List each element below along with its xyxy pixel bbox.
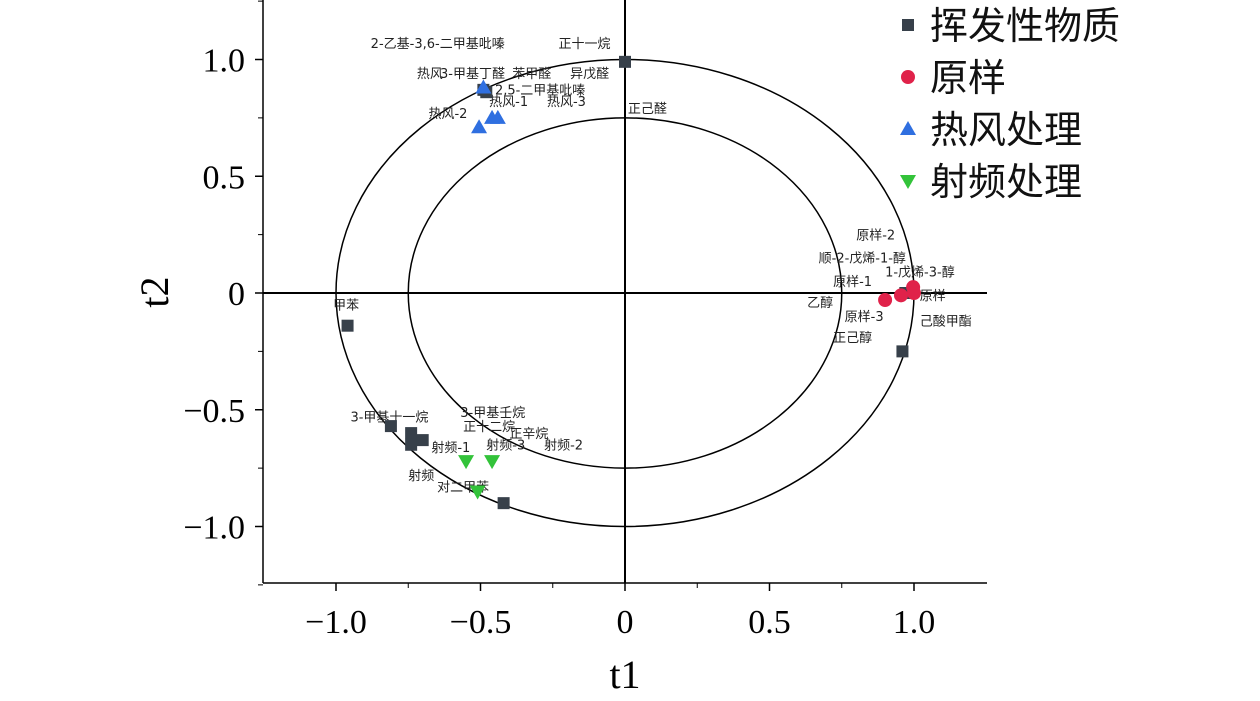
y-axis-label: t2 bbox=[132, 276, 177, 307]
point-annotation: 3-甲基十一烷 bbox=[350, 410, 428, 425]
point-annotation: 3-甲基壬烷 bbox=[460, 406, 525, 421]
point-annotation: 射频 bbox=[408, 468, 434, 484]
point-annotation: 正十二烷 bbox=[463, 420, 515, 435]
point-circle bbox=[907, 286, 921, 300]
legend-label: 射频处理 bbox=[930, 160, 1082, 204]
point-annotation: 顺-2-戊烯-1-醇 bbox=[819, 251, 906, 267]
tick-labels: −1.0 −0.5 0 0.5 1.0 −1.0 −0.5 0 0.5 1.0 bbox=[183, 0, 936, 641]
point-square bbox=[619, 55, 631, 68]
point-annotation: 异戊醛 bbox=[570, 66, 609, 82]
point-square bbox=[384, 420, 397, 433]
point-triangle-down bbox=[469, 485, 486, 500]
axes bbox=[263, 0, 987, 583]
point-annotation: 射频-3 bbox=[486, 437, 525, 453]
legend-marker-square bbox=[902, 19, 914, 31]
point-square bbox=[405, 427, 418, 440]
x-tick-label: 0.5 bbox=[748, 604, 791, 641]
x-tick-label: 0 bbox=[617, 604, 634, 641]
point-triangle-up bbox=[475, 79, 492, 94]
point-square bbox=[896, 345, 909, 358]
point-annotation: 1-戊烯-3-醇 bbox=[885, 265, 955, 281]
legend-marker-triangle-down bbox=[900, 175, 916, 189]
y-tick-label: −1.0 bbox=[183, 510, 245, 547]
point-square bbox=[497, 497, 510, 510]
point-triangle-down bbox=[484, 455, 501, 470]
point-annotation: 己酸甲酯 bbox=[920, 315, 972, 330]
point-annotation: 正辛烷 bbox=[509, 427, 548, 442]
point-annotation: 甲苯 bbox=[333, 298, 359, 313]
point-annotation: 2-乙基-3,6-二甲基吡嗪 bbox=[371, 37, 505, 52]
y-tick-label: 1.0 bbox=[203, 43, 246, 80]
point-annotation: 正己醛 bbox=[628, 101, 667, 117]
legend-label: 原样 bbox=[930, 56, 1006, 100]
point-annotation: 2,5-二甲基吡嗪 bbox=[495, 84, 585, 99]
point-annotation: 原样 bbox=[920, 289, 946, 304]
x-axis-label: t1 bbox=[609, 652, 640, 697]
point-annotation: 正己醇 bbox=[833, 330, 872, 346]
point-triangle-up bbox=[489, 109, 506, 124]
point-circle bbox=[878, 293, 893, 308]
legend-marker-triangle-up bbox=[900, 121, 916, 135]
point-annotation: 原样-3 bbox=[845, 310, 884, 325]
point-annotation: 热风 bbox=[417, 67, 443, 82]
point-square bbox=[416, 434, 429, 447]
point-circle bbox=[893, 288, 908, 303]
point-square bbox=[341, 319, 354, 332]
point-annotation: 热风-3 bbox=[547, 95, 586, 110]
legend-label: 挥发性物质 bbox=[930, 4, 1120, 48]
point-annotation: 热风-1 bbox=[489, 95, 528, 110]
x-tick-label: −1.0 bbox=[305, 604, 367, 641]
point-triangle-up bbox=[471, 119, 488, 134]
legend-marker-circle bbox=[901, 70, 915, 84]
y-tick-label: 0.5 bbox=[203, 159, 246, 196]
x-tick-label: −0.5 bbox=[450, 604, 512, 641]
point-annotation: 射频-2 bbox=[544, 437, 583, 453]
point-annotation: 原样-2 bbox=[856, 228, 895, 243]
data-points bbox=[341, 55, 921, 510]
point-square bbox=[405, 438, 418, 451]
point-annotation: 乙醇 bbox=[807, 295, 833, 311]
point-annotation: 苯甲醛 bbox=[512, 66, 551, 82]
point-annotation: 射频-1 bbox=[431, 440, 470, 456]
legend-label: 热风处理 bbox=[930, 108, 1082, 152]
x-tick-label: 1.0 bbox=[893, 604, 936, 641]
point-annotation: 3-甲基丁醛 bbox=[440, 66, 505, 82]
point-annotation: 原样-1 bbox=[833, 275, 872, 290]
y-tick-label: −0.5 bbox=[183, 393, 245, 430]
y-tick-label: 0 bbox=[228, 276, 245, 313]
point-annotation: 正十一烷 bbox=[559, 37, 611, 52]
point-triangle-down bbox=[458, 455, 475, 470]
point-annotation: 热风-2 bbox=[428, 107, 467, 122]
